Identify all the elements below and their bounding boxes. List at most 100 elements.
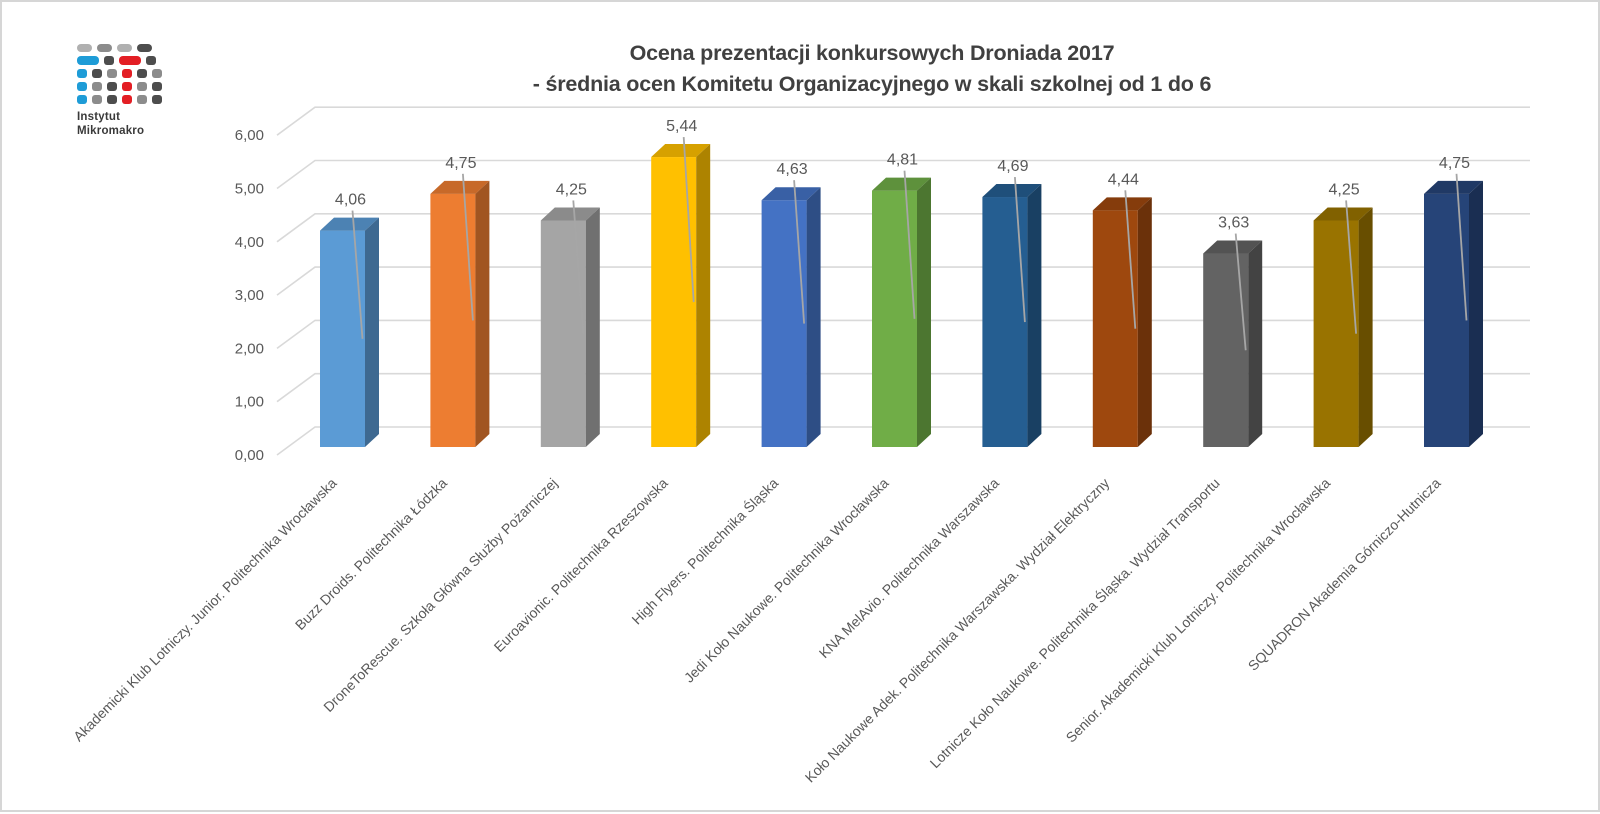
mikromakro-logo-dots [77, 44, 187, 104]
leader-line [462, 173, 474, 321]
category-label: Senior. Akademicki Klub Lotniczy. Polite… [1063, 475, 1334, 746]
value-label: 4,25 [556, 181, 587, 198]
logo-dot [152, 82, 162, 91]
category-label: SQUADRON Akademia Górniczo-Hutnicza [1245, 475, 1444, 674]
logo-text-line1: Instytut [77, 111, 121, 123]
bar-column-top [430, 180, 490, 194]
bar-column-top [651, 144, 711, 158]
value-label: 4,63 [777, 161, 808, 178]
bar-column-front [761, 200, 807, 447]
chart-title-line1: Ocena prezentacji konkursowych Droniada … [629, 41, 1115, 65]
logo-dot [137, 82, 147, 91]
logo-dot [146, 56, 156, 65]
leader-line [682, 136, 695, 303]
logo-text: Instytut Mikromakro [77, 111, 187, 139]
bar-column-front [1203, 253, 1249, 447]
bar-column-side [1358, 207, 1373, 447]
value-label: 4,81 [887, 152, 918, 169]
bar-column-side [806, 187, 821, 447]
chart-title: Ocena prezentacji konkursowych Droniada … [242, 38, 1502, 100]
logo-row [77, 44, 187, 52]
logo-dot [107, 82, 117, 91]
bar-column-side [365, 217, 379, 447]
leader-line [351, 210, 364, 339]
leader-line [1124, 190, 1137, 329]
bar-column-front [430, 193, 476, 447]
bar-column-side [1137, 197, 1152, 447]
value-label: 4,25 [1329, 181, 1360, 198]
value-label: 4,44 [1108, 171, 1139, 188]
logo-dot [122, 82, 132, 91]
y-tick-label: 4,00 [235, 234, 264, 251]
logo-dot [104, 56, 114, 65]
leader-line [572, 200, 585, 334]
mikromakro-logo: Instytut Mikromakro [77, 44, 187, 139]
bar-column-side [1248, 240, 1263, 447]
bar-column-top [540, 207, 600, 221]
category-label: DroneToRescue. Szkoła Główna Służby Poża… [320, 475, 560, 715]
chart-title-line2: - średnia ocen Komitetu Organizacyjnego … [532, 72, 1212, 96]
bar-column-front [540, 220, 586, 447]
y-tick-label: 0,00 [235, 447, 264, 464]
leader-line [1014, 176, 1026, 323]
bar-column-top [872, 177, 931, 191]
bar-column-front [872, 190, 917, 447]
value-label: 4,06 [335, 192, 366, 209]
logo-text-line2: Mikromakro [77, 124, 145, 137]
value-label: 4,75 [445, 155, 476, 172]
logo-dot [137, 44, 152, 52]
y-gridline [276, 159, 1530, 190]
logo-dot [107, 95, 117, 104]
category-label: Jedi Koło Naukowe. Politechnika Wrocławs… [681, 475, 892, 686]
bar-column-side [696, 144, 711, 447]
logo-dot [152, 69, 162, 78]
category-label: Euroavionic. Politechnika Rzeszowska [491, 475, 671, 655]
category-label: KNA MelAvio. Politechnika Warszawska [816, 475, 1002, 661]
leader-line [1345, 200, 1357, 334]
bar-column-top [982, 184, 1042, 198]
leader-line [903, 170, 916, 319]
y-tick-label: 1,00 [235, 394, 264, 411]
logo-row [77, 82, 187, 91]
bar-column-top [761, 187, 821, 201]
logo-dot [77, 82, 87, 91]
bar-column-top [1203, 240, 1263, 254]
bar-column-side [1027, 184, 1042, 447]
value-label: 5,44 [666, 118, 697, 135]
logo-dot [77, 95, 87, 104]
category-label: Akademicki Klub Lotniczy. Junior. Polite… [70, 475, 340, 745]
bar-column-front [1313, 220, 1359, 447]
logo-dot [137, 69, 147, 78]
y-tick-label: 5,00 [235, 181, 264, 198]
value-label: 4,69 [997, 158, 1028, 175]
y-gridline [276, 106, 1530, 136]
logo-row [77, 56, 187, 65]
logo-dot [122, 95, 132, 104]
logo-dot [97, 44, 112, 52]
bar-column-top [1092, 197, 1152, 211]
logo-dot [77, 56, 99, 65]
logo-dot [122, 69, 132, 78]
logo-dot [137, 95, 147, 104]
bar-column-top [320, 217, 379, 231]
leader-line [1234, 233, 1247, 351]
bar-column-top [1313, 207, 1373, 221]
bar-column-front [320, 230, 365, 447]
logo-dot [119, 56, 141, 65]
logo-dot [77, 69, 87, 78]
value-label: 3,63 [1218, 215, 1249, 232]
logo-dot [92, 82, 102, 91]
logo-row [77, 95, 187, 104]
bar-column-side [475, 180, 490, 447]
y-tick-label: 6,00 [235, 127, 264, 144]
leader-line [793, 180, 805, 324]
bar-column-front [1092, 210, 1138, 447]
y-tick-label: 2,00 [235, 340, 264, 357]
logo-dot [92, 69, 102, 78]
bar-column-front [651, 157, 697, 447]
bar-column-top [1424, 180, 1483, 194]
y-tick-label: 3,00 [235, 287, 264, 304]
bar-column-front [982, 197, 1028, 447]
